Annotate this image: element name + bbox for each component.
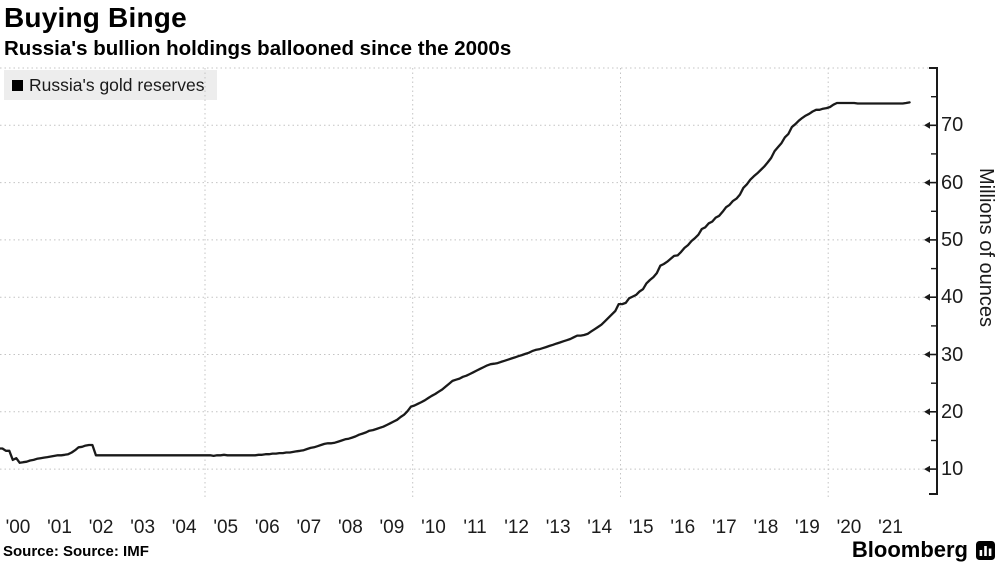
- y-tick-label: 70: [941, 114, 964, 137]
- legend: Russia's gold reserves: [4, 70, 217, 100]
- y-tick-arrow-icon: [924, 121, 930, 129]
- chart-title: Buying Binge: [4, 2, 187, 33]
- legend-label: Russia's gold reserves: [29, 74, 205, 95]
- x-tick-label: '09: [379, 517, 405, 538]
- x-tick-label: '19: [795, 517, 820, 538]
- x-tick-label: '06: [254, 517, 280, 538]
- x-tick-label: '17: [711, 517, 737, 538]
- x-tick-label: '16: [670, 517, 696, 538]
- y-tick-arrow-icon: [924, 236, 930, 244]
- x-tick-label: '01: [47, 517, 72, 538]
- x-tick-label: '18: [753, 517, 779, 538]
- y-axis-title: Millions of ounces: [975, 168, 997, 327]
- bloomberg-chart-icon: [976, 540, 995, 560]
- y-tick-arrow-icon: [924, 465, 930, 473]
- x-tick-label: '08: [338, 517, 363, 538]
- x-tick-label: '13: [545, 517, 571, 538]
- y-tick-label: 20: [941, 400, 964, 423]
- y-tick-arrow-icon: [924, 351, 930, 358]
- y-tick-label: 50: [941, 228, 964, 251]
- x-tick-label: '14: [587, 517, 613, 538]
- x-tick-label: '03: [130, 517, 156, 538]
- x-tick-label: '10: [421, 517, 446, 538]
- x-tick-label: '21: [878, 517, 903, 538]
- y-tick-label: 30: [941, 343, 964, 366]
- x-tick-label: '07: [296, 517, 322, 538]
- x-tick-label: '00: [5, 517, 31, 538]
- x-tick-label: '11: [463, 517, 487, 538]
- source-note: Source: Source: IMF: [3, 543, 149, 560]
- chart-subtitle: Russia's bullion holdings ballooned sinc…: [4, 37, 512, 60]
- x-tick-label: '12: [504, 517, 529, 538]
- y-tick-arrow-icon: [924, 293, 930, 301]
- y-tick-arrow-icon: [924, 179, 930, 186]
- x-tick-label: '15: [628, 517, 654, 538]
- x-tick-label: '02: [88, 517, 114, 538]
- bloomberg-wordmark: Bloomberg: [851, 537, 968, 562]
- x-tick-label: '04: [171, 517, 197, 538]
- y-tick-label: 40: [941, 286, 964, 309]
- legend-swatch-icon: [12, 79, 23, 91]
- x-tick-label: '20: [836, 517, 862, 538]
- x-tick-label: '05: [213, 517, 239, 538]
- y-tick-label: 10: [941, 458, 964, 481]
- gold-reserves-line: [0, 101, 911, 464]
- bloomberg-logo: Bloomberg: [852, 537, 995, 563]
- y-axis-spine: [929, 67, 938, 495]
- y-tick-arrow-icon: [924, 408, 930, 416]
- y-tick-label: 60: [941, 171, 964, 194]
